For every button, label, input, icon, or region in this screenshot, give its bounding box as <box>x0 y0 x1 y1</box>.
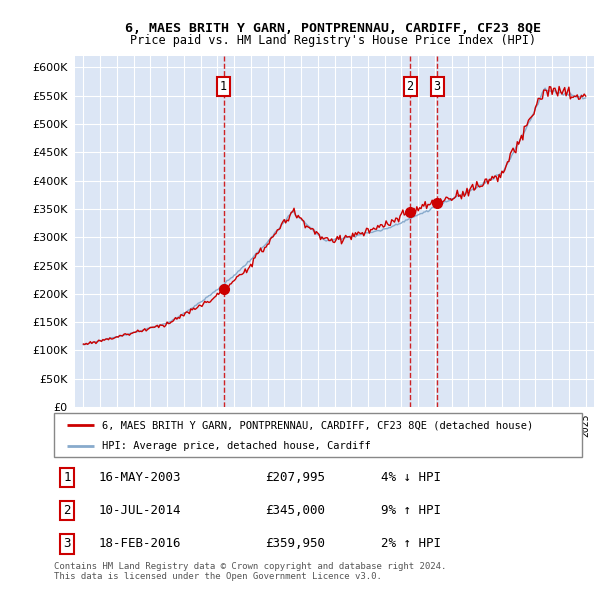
Text: 16-MAY-2003: 16-MAY-2003 <box>99 471 181 484</box>
Text: 4% ↓ HPI: 4% ↓ HPI <box>382 471 442 484</box>
Text: 1: 1 <box>64 471 71 484</box>
Text: 3: 3 <box>64 537 71 550</box>
Text: 9% ↑ HPI: 9% ↑ HPI <box>382 504 442 517</box>
Text: 1: 1 <box>220 80 227 93</box>
Text: 18-FEB-2016: 18-FEB-2016 <box>99 537 181 550</box>
Text: 2: 2 <box>64 504 71 517</box>
Text: HPI: Average price, detached house, Cardiff: HPI: Average price, detached house, Card… <box>101 441 370 451</box>
Text: 3: 3 <box>434 80 440 93</box>
Text: £207,995: £207,995 <box>265 471 325 484</box>
Text: 6, MAES BRITH Y GARN, PONTPRENNAU, CARDIFF, CF23 8QE: 6, MAES BRITH Y GARN, PONTPRENNAU, CARDI… <box>125 22 541 35</box>
Text: £359,950: £359,950 <box>265 537 325 550</box>
Text: 6, MAES BRITH Y GARN, PONTPRENNAU, CARDIFF, CF23 8QE (detached house): 6, MAES BRITH Y GARN, PONTPRENNAU, CARDI… <box>101 421 533 430</box>
Text: 2% ↑ HPI: 2% ↑ HPI <box>382 537 442 550</box>
Text: Contains HM Land Registry data © Crown copyright and database right 2024.: Contains HM Land Registry data © Crown c… <box>54 562 446 571</box>
Text: This data is licensed under the Open Government Licence v3.0.: This data is licensed under the Open Gov… <box>54 572 382 581</box>
Text: 2: 2 <box>407 80 414 93</box>
Text: Price paid vs. HM Land Registry's House Price Index (HPI): Price paid vs. HM Land Registry's House … <box>130 34 536 47</box>
Text: 10-JUL-2014: 10-JUL-2014 <box>99 504 181 517</box>
Text: £345,000: £345,000 <box>265 504 325 517</box>
